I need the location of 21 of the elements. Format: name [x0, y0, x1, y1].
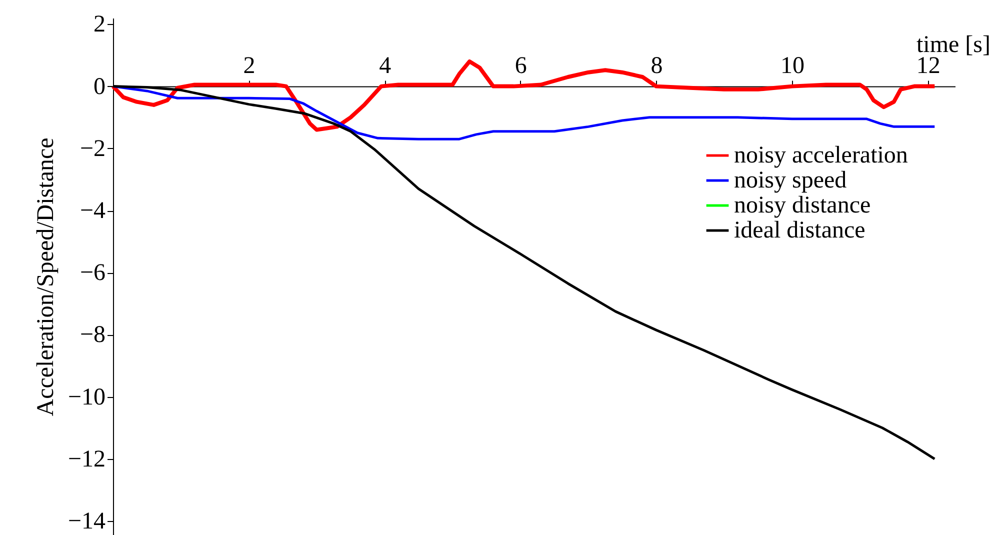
- y-tick-label: 2: [94, 12, 106, 38]
- legend-label: ideal distance: [734, 218, 866, 244]
- y-tick-label: −12: [68, 446, 106, 472]
- line-series: [111, 59, 937, 132]
- x-tick-label: 2: [243, 52, 256, 79]
- x-tick-label: 4: [379, 52, 392, 79]
- y-tick-label: −6: [80, 260, 106, 286]
- legend-label: noisy acceleration: [734, 142, 908, 168]
- y-tick-label: −4: [80, 198, 106, 224]
- y-axis-title: Acceleration/Speed/Distance: [32, 138, 59, 416]
- y-tick-label: 0: [94, 74, 106, 100]
- line-series: [112, 85, 936, 140]
- y-tick-label: −10: [68, 384, 106, 410]
- x-tick-label: 10: [780, 52, 805, 79]
- y-tick-label: −2: [80, 136, 106, 162]
- legend-label: noisy speed: [734, 168, 847, 194]
- x-tick-label: 6: [514, 52, 527, 79]
- y-tick-label: −14: [68, 508, 106, 535]
- legend-label: noisy distance: [734, 192, 871, 218]
- x-tick-label: 8: [650, 52, 663, 79]
- y-tick-label: −8: [80, 322, 106, 348]
